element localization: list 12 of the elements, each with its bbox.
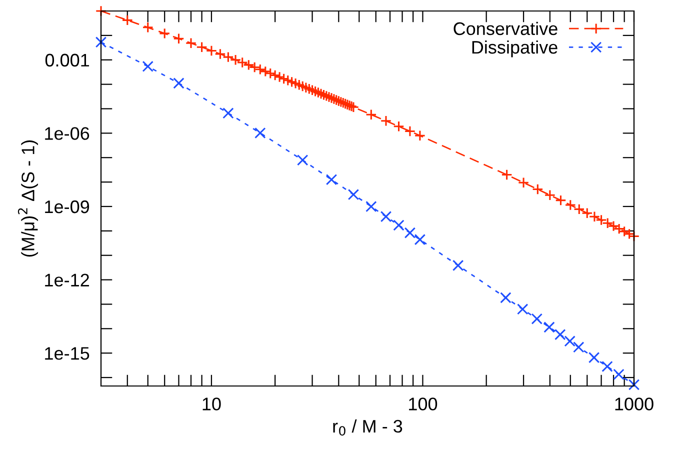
y-axis-title: (M/μ)$^{2}$ Δ(S - 1)	[18, 140, 38, 257]
x-axis-title: r$_{0}$ / M - 3	[333, 419, 402, 436]
x-tick-label: 10	[202, 398, 221, 410]
x-tick-label: 1000	[615, 398, 654, 410]
y-tick-label: 1e-12	[45, 274, 89, 287]
legend-label: Dissipative	[472, 40, 558, 58]
y-tick-label: 1e-15	[45, 347, 90, 360]
y-tick-label: 1e-09	[45, 200, 90, 214]
x-tick-label: 100	[409, 398, 438, 410]
y-tick-label: 0.001	[45, 54, 90, 67]
y-tick-label: 1e-06	[45, 127, 90, 140]
legend-label: Conservative	[454, 22, 558, 36]
